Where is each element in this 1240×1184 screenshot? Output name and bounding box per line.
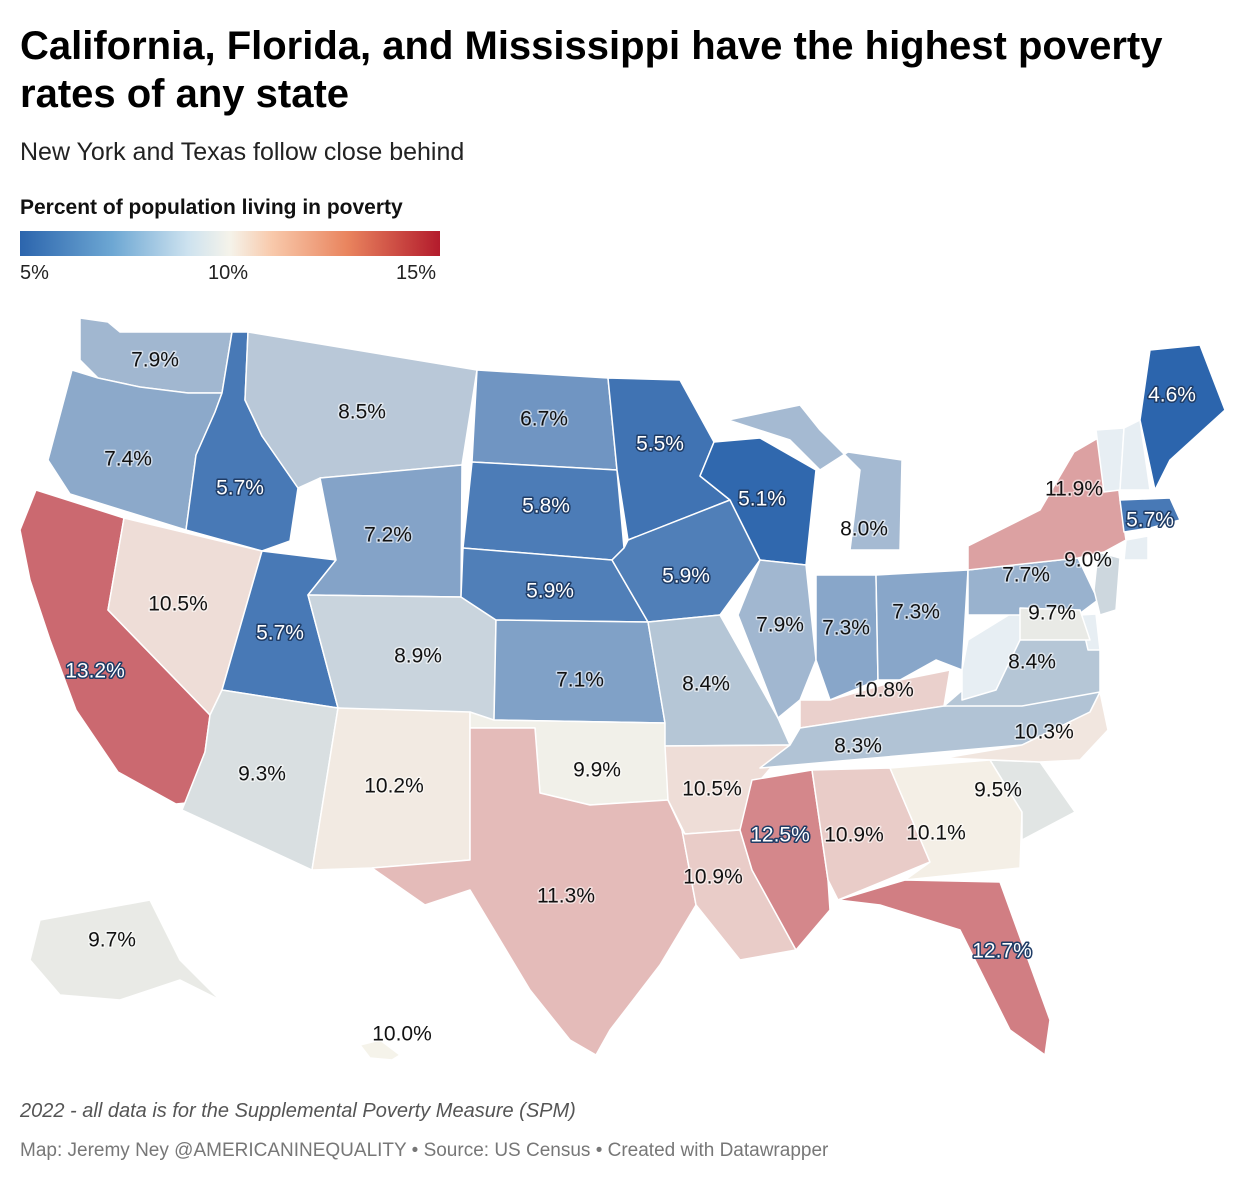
state-region-oh [875,569,969,681]
us-choropleth-map: 7.9% 7.4% 13.2% 5.7% 10.5% 5.7% 9.3% 8.5% 7.2% 8.… [19,317,1226,1061]
state-value-label-la: 10.9% [683,866,743,889]
legend-max-label: 15% [396,262,437,284]
state-value-label-nv: 10.5% [148,593,208,616]
state-value-label-ar: 10.5% [682,778,742,801]
state-region-wi [699,437,817,566]
state-value-label-wi: 5.1% [738,488,786,511]
state-value-label-mt: 8.5% [338,401,386,424]
state-region-in [815,574,879,701]
state-value-label-tn: 8.3% [834,735,882,758]
state-value-label-mn: 5.5% [636,433,684,456]
state-value-label-co: 8.9% [394,645,442,668]
state-value-label-va: 8.4% [1008,651,1056,674]
state-region-me [1139,344,1226,491]
state-region-nc [943,691,1109,763]
state-value-label-nd: 6.7% [520,408,568,431]
state-value-label-wa: 7.9% [131,349,179,372]
state-value-label-il: 7.9% [756,614,804,637]
chart-subtitle: New York and Texas follow close behind [20,138,465,166]
state-region-nh [1119,419,1151,491]
state-value-label-ma: 5.7% [1126,509,1174,532]
state-region-ak [29,899,221,1001]
state-value-label-pa: 7.7% [1002,564,1050,587]
state-value-label-sd: 5.8% [522,495,570,518]
legend-min-label: 5% [20,262,49,284]
state-value-label-mi: 8.0% [840,518,888,541]
state-value-label-md: 9.7% [1028,602,1076,625]
state-value-label-tx: 11.3% [537,885,595,908]
state-value-label-fl: 12.7% [972,940,1032,963]
state-value-label-ga: 10.1% [906,822,966,845]
state-value-label-hi: 10.0% [372,1023,432,1046]
state-region-nj [1093,551,1121,616]
state-region-hi [359,1039,401,1061]
state-region-ma [1119,497,1181,533]
state-region-mt [244,331,478,489]
chart-title: California, Florida, and Mississippi hav… [20,24,1163,116]
state-value-label-az: 9.3% [238,763,286,786]
state-value-label-ok: 9.9% [573,759,621,782]
state-value-label-ky: 10.8% [854,679,914,702]
state-value-label-in: 7.3% [822,617,870,640]
legend-mid-label: 10% [208,262,249,284]
footer-note: 2022 - all data is for the Supplemental … [20,1100,576,1122]
state-region-al [811,767,931,901]
state-value-label-ak: 9.7% [88,929,136,952]
state-value-label-ks: 7.1% [556,669,604,692]
state-value-label-ca: 13.2% [65,660,125,683]
state-value-label-wy: 7.2% [364,524,412,547]
state-value-label-sc: 9.5% [974,779,1022,802]
state-value-label-ny: 11.9% [1045,478,1103,501]
state-value-label-mo: 8.4% [682,673,730,696]
state-value-label-ut: 5.7% [256,622,304,645]
state-value-label-ms: 12.5% [750,824,810,847]
state-value-label-nc: 10.3% [1014,721,1074,744]
footer-credit: Map: Jeremy Ney @AMERICANINEQUALITY • So… [20,1140,829,1161]
state-region-md [1019,607,1091,641]
legend-title: Percent of population living in poverty [20,196,403,219]
state-region-tx [371,727,697,1056]
state-value-label-me: 4.6% [1148,384,1196,407]
state-region-fl [837,879,1051,1056]
state-region-mi [727,404,903,551]
state-region-ct [1123,535,1149,561]
state-value-label-nm: 10.2% [364,775,424,798]
state-value-label-or: 7.4% [104,448,152,471]
legend-color-scale [20,231,440,256]
state-value-label-oh: 7.3% [892,601,940,624]
state-value-label-id: 5.7% [216,477,264,500]
state-value-label-ne: 5.9% [526,580,574,603]
state-value-label-nj: 9.0% [1064,549,1112,572]
state-value-label-al: 10.9% [824,824,884,847]
state-value-label-ia: 5.9% [662,565,710,588]
